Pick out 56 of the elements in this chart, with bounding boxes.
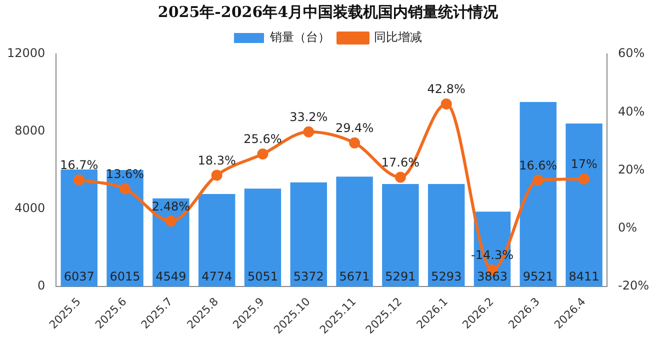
bar bbox=[198, 194, 236, 286]
data-label: 8411 bbox=[568, 270, 600, 284]
data-label: 9521 bbox=[522, 270, 554, 284]
data-label: 5051 bbox=[247, 270, 278, 284]
point bbox=[532, 174, 544, 186]
point bbox=[211, 170, 222, 181]
y-tick-label: 4000 bbox=[14, 201, 46, 216]
bar bbox=[106, 170, 144, 286]
data-label: 29.4% bbox=[335, 121, 374, 136]
data-label: 16.6% bbox=[519, 158, 558, 172]
point bbox=[394, 172, 406, 183]
data-label: 42.8% bbox=[427, 82, 466, 96]
bar bbox=[382, 184, 419, 286]
y2-tick-label: 0% bbox=[618, 220, 638, 234]
legend-label: 同比增减 bbox=[374, 30, 422, 44]
y-tick-label: 0 bbox=[38, 278, 46, 293]
y2-tick-label: -20% bbox=[618, 278, 650, 293]
data-label: 3863 bbox=[476, 270, 508, 284]
data-label: 5291 bbox=[385, 270, 416, 284]
bar bbox=[336, 176, 373, 286]
legend-label: 销量（台） bbox=[269, 30, 330, 44]
y-tick-label: 12000 bbox=[6, 46, 46, 60]
bar bbox=[520, 102, 557, 286]
data-label: 16.7% bbox=[60, 158, 98, 172]
data-label: 4549 bbox=[156, 270, 186, 284]
point bbox=[257, 148, 268, 160]
point bbox=[165, 216, 176, 227]
point bbox=[303, 126, 314, 138]
data-label: 5293 bbox=[431, 270, 462, 284]
bar bbox=[60, 170, 98, 286]
point bbox=[74, 174, 85, 186]
y2-tick-label: 40% bbox=[618, 104, 645, 118]
point bbox=[349, 137, 360, 148]
y2-tick-label: 20% bbox=[618, 162, 645, 176]
bar bbox=[290, 182, 327, 286]
data-label: 4774 bbox=[202, 270, 232, 284]
y-tick-label: 8000 bbox=[14, 124, 46, 138]
data-label: 25.6% bbox=[244, 132, 282, 146]
bar bbox=[244, 188, 282, 286]
data-label: 17% bbox=[570, 157, 598, 172]
data-label: 5671 bbox=[339, 270, 370, 284]
data-label: 13.6% bbox=[106, 166, 144, 181]
bar bbox=[152, 198, 190, 286]
bar bbox=[428, 184, 465, 286]
data-label: 33.2% bbox=[290, 110, 328, 124]
data-label: 6037 bbox=[64, 270, 94, 284]
data-label: 2.48% bbox=[152, 199, 190, 214]
data-label: 6015 bbox=[110, 270, 140, 284]
data-label: 18.3% bbox=[198, 153, 236, 168]
chart-title: 2025年-2026年4月中国装载机国内销量统计情况 bbox=[158, 2, 500, 21]
data-label: 5372 bbox=[293, 270, 324, 284]
point bbox=[578, 173, 590, 184]
point bbox=[440, 98, 452, 110]
bar bbox=[566, 124, 602, 286]
y2-tick-label: 60% bbox=[618, 46, 645, 60]
point bbox=[120, 183, 131, 194]
